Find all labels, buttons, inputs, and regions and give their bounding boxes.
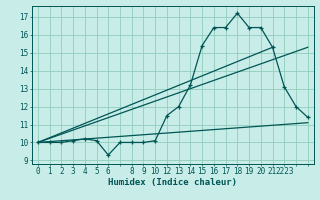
X-axis label: Humidex (Indice chaleur): Humidex (Indice chaleur) — [108, 178, 237, 187]
